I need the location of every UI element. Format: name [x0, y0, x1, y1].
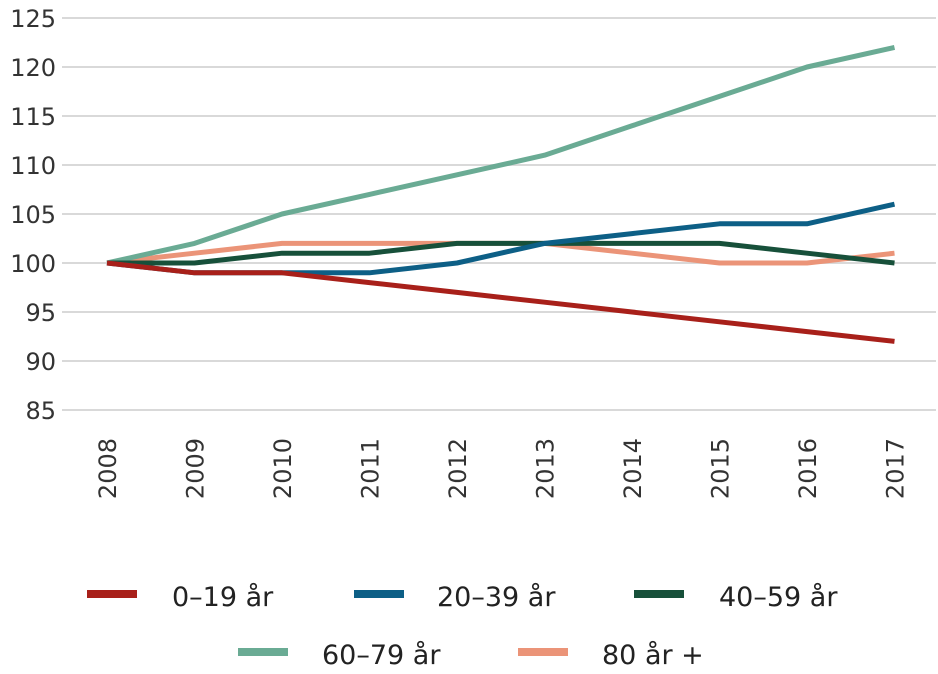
y-tick-label: 95 — [25, 299, 56, 327]
legend-label: 40–59 år — [719, 582, 838, 613]
x-tick-label: 2015 — [707, 438, 735, 499]
legend-label: 80 år + — [602, 640, 704, 671]
y-axis-ticks: 85 90 95 100 105 110 115 120 125 — [10, 5, 56, 425]
x-tick-label: 2010 — [269, 438, 297, 499]
x-tick-label: 2011 — [357, 438, 385, 499]
series-lines — [106, 44, 896, 344]
gridlines — [62, 17, 936, 411]
x-axis-ticks: 2008 2009 2010 2011 2012 2013 2014 2015 2016 2017 — [94, 438, 910, 499]
series-line — [106, 44, 896, 266]
y-tick-label: 85 — [25, 397, 56, 425]
x-tick-label: 2017 — [882, 438, 910, 499]
x-tick-label: 2012 — [444, 438, 472, 499]
x-tick-label: 2008 — [94, 438, 122, 499]
x-tick-label: 2013 — [532, 438, 560, 499]
y-tick-label: 90 — [25, 348, 56, 376]
y-tick-label: 120 — [10, 54, 56, 82]
series-line — [107, 240, 895, 266]
series-line — [106, 260, 895, 344]
legend-label: 60–79 år — [322, 640, 441, 671]
y-tick-label: 115 — [10, 103, 56, 131]
legend: 0–19 år 20–39 år 40–59 år 60–79 år 80 år + — [87, 582, 838, 671]
y-tick-label: 110 — [10, 152, 56, 180]
x-tick-label: 2009 — [182, 438, 210, 499]
x-tick-label: 2014 — [619, 438, 647, 499]
y-tick-label: 105 — [10, 201, 56, 229]
y-tick-label: 125 — [10, 5, 56, 33]
legend-label: 20–39 år — [437, 582, 556, 613]
y-tick-label: 100 — [10, 250, 56, 278]
legend-label: 0–19 år — [172, 582, 274, 613]
x-tick-label: 2016 — [794, 438, 822, 499]
